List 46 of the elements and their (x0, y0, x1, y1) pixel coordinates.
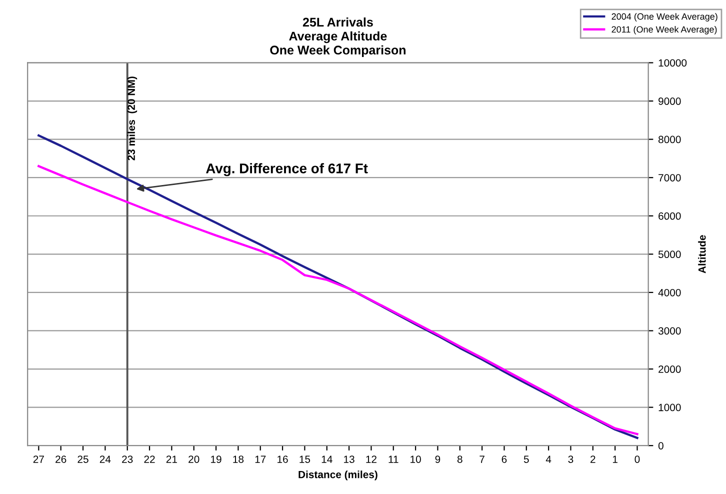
x-tick-label: 17 (255, 456, 266, 463)
x-tick-label: 7 (480, 456, 484, 463)
x-tick-label: 9 (435, 456, 440, 463)
y-tick-label: 9000 (658, 98, 681, 105)
y-axis-title: Altitude (698, 235, 706, 274)
x-tick-label: 26 (56, 456, 66, 463)
x-tick-label: 21 (166, 456, 177, 463)
x-tick-label: 0 (634, 456, 640, 463)
x-tick-label: 1 (612, 456, 618, 463)
x-tick-label: 20 (188, 456, 200, 463)
x-tick-label: 14 (322, 456, 332, 463)
legend-label: 2011 (One Week Average) (612, 26, 717, 34)
y-tick-label: 0 (658, 442, 664, 450)
y-tick-label: 2000 (658, 366, 681, 373)
x-tick-label: 5 (524, 456, 529, 463)
x-tick-label: 19 (211, 456, 222, 463)
y-tick-label: 8000 (658, 136, 681, 144)
annotation: Avg. Difference of 617 Ft (206, 163, 368, 176)
x-tick-label: 8 (457, 456, 462, 463)
y-tick-label: 10000 (658, 59, 687, 67)
x-tick-label: 27 (33, 456, 44, 463)
x-tick-label: 18 (233, 456, 244, 463)
x-tick-label: 11 (388, 456, 398, 463)
y-tick-label: 7000 (658, 174, 681, 182)
x-tick-label: 16 (278, 456, 288, 463)
chart-title: 25L Arrivals Average Altitude One Week Comparison (270, 17, 406, 57)
x-tick-label: 12 (366, 456, 376, 463)
x-tick-label: 13 (344, 456, 354, 463)
x-tick-label: 2 (590, 456, 596, 463)
legend-label: 2004 (One Week Average) (612, 13, 718, 22)
y-tick-label: 5000 (658, 250, 681, 258)
x-tick-label: 25 (78, 456, 88, 463)
x-axis-title: Distance (miles) (298, 470, 378, 480)
x-tick-label: 23 (122, 456, 133, 463)
x-tick-label: 22 (144, 456, 155, 463)
x-tick-label: 15 (300, 456, 310, 463)
y-tick-label: 1000 (658, 404, 681, 412)
y-tick-label: 4000 (658, 288, 681, 296)
x-tick-label: 6 (502, 456, 507, 463)
x-tick-label: 10 (410, 456, 421, 463)
x-tick-label: 4 (546, 456, 552, 463)
ref-line-label: 23 miles (20 NM) (127, 76, 138, 160)
x-tick-label: 3 (568, 456, 574, 463)
y-tick-label: 6000 (658, 212, 681, 220)
y-tick-label: 3000 (658, 327, 681, 335)
x-tick-label: 24 (100, 456, 111, 463)
